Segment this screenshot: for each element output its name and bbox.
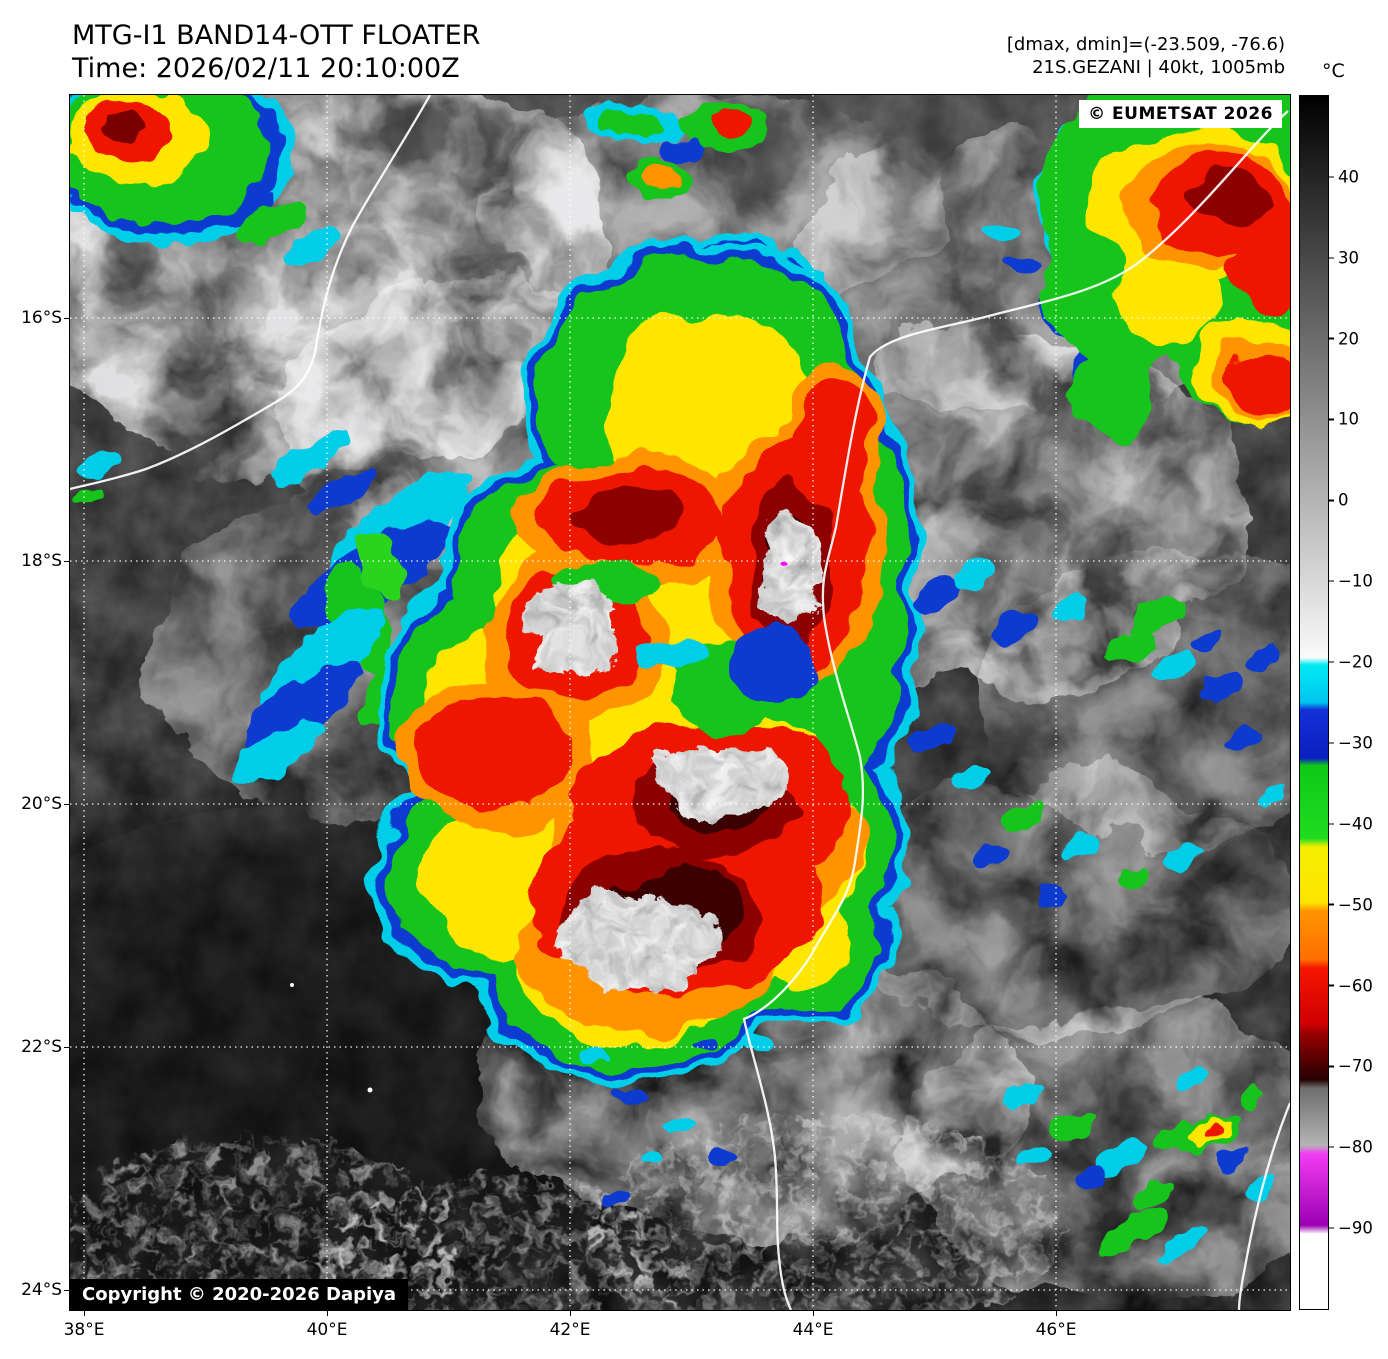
colorbar-tick-label: −10: [1338, 571, 1373, 591]
lat-label: 18°S: [21, 551, 62, 571]
colorbar-tick-mark: [1328, 580, 1334, 582]
colorbar-tick: −90: [1328, 1219, 1373, 1238]
colorbar-tick: −30: [1328, 733, 1373, 752]
colorbar-tick: −40: [1328, 814, 1373, 833]
colorbar-tick-label: −30: [1338, 733, 1373, 753]
header-right: [dmax, dmin]=(-23.509, -76.6) 21S.GEZANI…: [1007, 33, 1285, 79]
coastline-madagascar-west: [742, 110, 1289, 1310]
lat-label: 22°S: [21, 1037, 62, 1057]
coastline-madagascar-east: [1237, 1102, 1290, 1310]
colorbar-tick-label: −90: [1338, 1218, 1373, 1238]
colorbar-tick-mark: [1328, 903, 1334, 906]
colorbar-tick: 30: [1328, 248, 1359, 267]
colorbar-tick-mark: [1328, 1227, 1334, 1229]
colorbar-tick-label: −50: [1338, 895, 1373, 915]
colorbar-tick-mark: [1328, 823, 1334, 825]
colorbar-tick-mark: [1328, 499, 1334, 502]
provider-watermark: © EUMETSAT 2026: [1079, 100, 1282, 128]
coastline-mozambique: [70, 95, 432, 491]
colorbar-tick-mark: [1328, 418, 1334, 421]
northwest-convection: [70, 95, 341, 263]
lon-tick-mark: [813, 1311, 815, 1316]
overshooting-tops: [531, 513, 822, 993]
lon-label: 44°E: [792, 1320, 834, 1340]
colorbar-tick: −60: [1328, 976, 1373, 995]
inner-channel: [560, 562, 812, 729]
timestamp: Time: 2026/02/11 20:10:00Z: [72, 53, 460, 84]
lon-label: 38°E: [63, 1320, 105, 1340]
lat-label: 24°S: [21, 1280, 62, 1300]
islands: [290, 983, 373, 1093]
lon-tick-mark: [1056, 1311, 1058, 1316]
colorbar-tick: −10: [1328, 572, 1373, 591]
lon-label: 40°E: [306, 1320, 348, 1340]
lat-tick-mark: [64, 1047, 69, 1049]
grid-lines: [70, 95, 1290, 1310]
colorbar-tick: −20: [1328, 653, 1373, 672]
lon-label: 42°E: [549, 1320, 591, 1340]
colorbar-tick-mark: [1328, 1146, 1334, 1148]
satellite-image: [70, 95, 1290, 1310]
page-title: MTG-I1 BAND14-OTT FLOATER: [72, 20, 481, 51]
colorbar-unit: °C: [1322, 60, 1345, 82]
colorbar-tick: 10: [1328, 410, 1359, 429]
lon-tick-mark: [570, 1311, 572, 1316]
colorbar: 40 30 20 10 0 −10 −20 −30 −40 −50 −60 −70 −80 −90: [1299, 95, 1373, 1310]
lon-label: 46°E: [1035, 1320, 1077, 1340]
colorbar-tick-label: 10: [1338, 409, 1359, 429]
satellite-map: © EUMETSAT 2026 Copyright © 2020-2026 Da…: [69, 94, 1291, 1311]
colorbar-tick-mark: [1328, 176, 1334, 178]
copyright-watermark: Copyright © 2020-2026 Dapiya: [70, 1279, 409, 1310]
dmax-dmin-readout: [dmax, dmin]=(-23.509, -76.6): [1006, 34, 1285, 55]
colorbar-tick-label: 0: [1338, 490, 1349, 510]
lon-tick-mark: [327, 1311, 329, 1316]
colorbar-tick-label: 20: [1338, 329, 1359, 349]
colorbar-tick-mark: [1328, 661, 1334, 663]
coastlines: [70, 95, 1290, 1310]
colorbar-tick-label: −80: [1338, 1137, 1373, 1157]
colorbar-tick-label: −40: [1338, 814, 1373, 834]
colorbar-tick: −80: [1328, 1138, 1373, 1157]
lat-label: 20°S: [21, 794, 62, 814]
colorbar-tick-label: −20: [1338, 652, 1373, 672]
colorbar-tick-mark: [1328, 257, 1334, 259]
colorbar-tick-mark: [1328, 1065, 1334, 1068]
lon-tick-mark: [84, 1311, 86, 1316]
colorbar-tick: −70: [1328, 1057, 1373, 1076]
colorbar-tick-label: −70: [1338, 1056, 1373, 1076]
colorbar-tick: 40: [1328, 167, 1359, 186]
lat-tick-mark: [64, 804, 69, 806]
lat-tick-mark: [64, 1290, 69, 1292]
colorbar-tick-mark: [1328, 742, 1334, 744]
northeast-convection: [980, 95, 1290, 445]
colorbar-tick-label: 30: [1338, 248, 1359, 268]
colorbar-tick-label: −60: [1338, 976, 1373, 996]
colorbar-tick: 20: [1328, 329, 1359, 348]
storm-info: 21S.GEZANI | 40kt, 1005mb: [1032, 57, 1285, 78]
lat-tick-mark: [64, 318, 69, 320]
colorbar-tick: −50: [1328, 895, 1373, 914]
coldest-pixel-marker: [776, 554, 782, 560]
lat-label: 16°S: [21, 308, 62, 328]
colorbar-tick-label: 40: [1338, 167, 1359, 187]
colorbar-tick: 0: [1328, 491, 1349, 510]
colorbar-tick-mark: [1328, 337, 1334, 340]
lat-tick-mark: [64, 561, 69, 563]
cyclone-gezani-convection: [369, 239, 926, 1086]
colorbar-tick-mark: [1328, 984, 1334, 987]
cloud-speckles: [579, 558, 1287, 1263]
